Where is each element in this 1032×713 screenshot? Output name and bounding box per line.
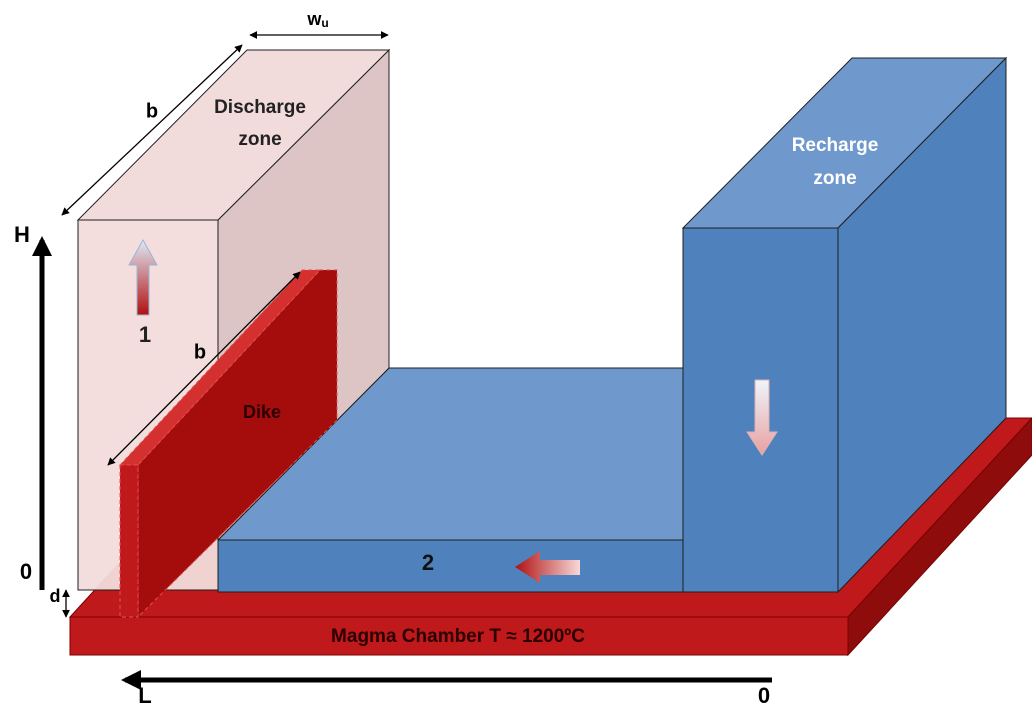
magma-label: Magma Chamber T ≈ 1200ºC xyxy=(331,626,585,647)
width-label: wu xyxy=(306,9,328,30)
height-label: H xyxy=(14,222,30,247)
recharge-line-2: zone xyxy=(813,168,856,189)
upflow-marker: 1 xyxy=(139,322,151,347)
diagram: wu b b H 0 d L 0 Discharge zone Recharge… xyxy=(0,0,1032,713)
length-label: L xyxy=(138,683,151,708)
width-symbol: w xyxy=(306,9,322,29)
depth-below-label: d xyxy=(50,586,61,606)
width-subscript: u xyxy=(321,16,328,30)
height-origin: 0 xyxy=(20,559,32,584)
dike-label: Dike xyxy=(243,402,281,422)
lateral-marker: 2 xyxy=(422,550,434,575)
recharge-line-1: Recharge xyxy=(792,135,879,156)
length-origin: 0 xyxy=(758,683,770,708)
discharge-line-2: zone xyxy=(238,129,281,150)
discharge-line-1: Discharge xyxy=(214,97,306,118)
dike-length-label: b xyxy=(194,341,206,363)
depth-label: b xyxy=(146,100,158,122)
